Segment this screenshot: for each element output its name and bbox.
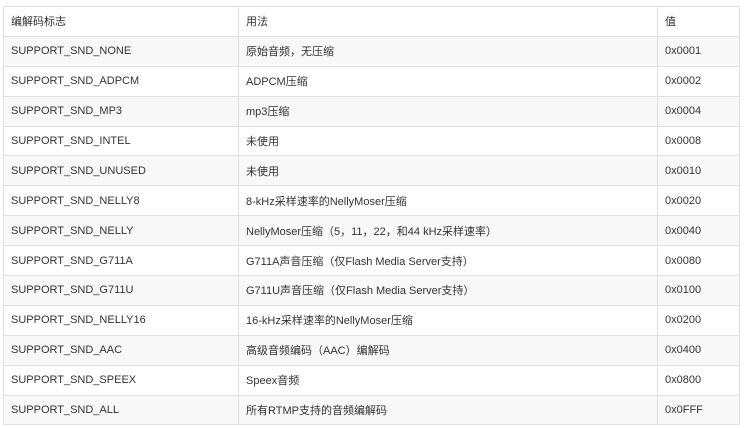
cell-usage: 16-kHz采样速率的NellyMoser压缩 <box>238 304 658 336</box>
cell-value: 0x0010 <box>657 155 740 187</box>
table-row: SUPPORT_SND_INTEL 未使用 0x0008 <box>3 125 740 157</box>
cell-value: 0x0200 <box>657 304 740 336</box>
header-codec-flag: 编解码标志 <box>3 6 239 37</box>
cell-usage: NellyMoser压缩（5，11，22，和44 kHz采样速率） <box>238 215 658 247</box>
cell-codec-flag: SUPPORT_SND_SPEEX <box>3 364 239 396</box>
cell-usage: 8-kHz采样速率的NellyMoser压缩 <box>238 185 658 217</box>
table-row: SUPPORT_SND_G711A G711A声音压缩（仅Flash Media … <box>3 245 740 277</box>
cell-codec-flag: SUPPORT_SND_MP3 <box>3 95 239 127</box>
cell-value: 0x0080 <box>657 245 740 277</box>
header-value: 值 <box>657 6 740 37</box>
table-row: SUPPORT_SND_NELLY16 16-kHz采样速率的NellyMoser… <box>3 304 740 336</box>
cell-usage: 未使用 <box>238 155 658 187</box>
table-row: SUPPORT_SND_NELLY8 8-kHz采样速率的NellyMoser压缩… <box>3 185 740 217</box>
cell-value: 0x0FFF <box>657 394 740 426</box>
table-row: SUPPORT_SND_G711U G711U声音压缩（仅Flash Media … <box>3 275 740 306</box>
audio-codec-table: 编解码标志 用法 值 SUPPORT_SND_NONE 原始音频，无压缩 0x000… <box>3 6 740 426</box>
cell-value: 0x0001 <box>657 35 740 67</box>
cell-value: 0x0002 <box>657 65 740 97</box>
cell-value: 0x0400 <box>657 334 740 366</box>
cell-usage: 所有RTMP支持的音频编解码 <box>238 394 658 426</box>
table-row: SUPPORT_SND_UNUSED 未使用 0x0010 <box>3 155 740 187</box>
cell-usage: G711A声音压缩（仅Flash Media Server支持） <box>238 245 658 277</box>
cell-codec-flag: SUPPORT_SND_ALL <box>3 394 239 426</box>
cell-value: 0x0040 <box>657 215 740 247</box>
cell-codec-flag: SUPPORT_SND_NONE <box>3 35 239 67</box>
header-usage: 用法 <box>238 6 658 37</box>
table-row: SUPPORT_SND_MP3 mp3压缩 0x0004 <box>3 95 740 127</box>
cell-codec-flag: SUPPORT_SND_NELLY <box>3 215 239 247</box>
cell-value: 0x0004 <box>657 95 740 127</box>
cell-usage: ADPCM压缩 <box>238 65 658 97</box>
cell-codec-flag: SUPPORT_SND_G711U <box>3 275 239 306</box>
cell-codec-flag: SUPPORT_SND_AAC <box>3 334 239 366</box>
cell-usage: Speex音频 <box>238 364 658 396</box>
cell-codec-flag: SUPPORT_SND_G711A <box>3 245 239 277</box>
cell-codec-flag: SUPPORT_SND_ADPCM <box>3 65 239 97</box>
cell-usage: mp3压缩 <box>238 95 658 127</box>
cell-value: 0x0100 <box>657 275 740 306</box>
table-row: SUPPORT_SND_ALL 所有RTMP支持的音频编解码 0x0FFF <box>3 394 740 426</box>
table-row: SUPPORT_SND_AAC 高级音频编码（AAC）编解码 0x0400 <box>3 334 740 366</box>
table-row: SUPPORT_SND_NELLY NellyMoser压缩（5，11，22，和4… <box>3 215 740 247</box>
cell-value: 0x0800 <box>657 364 740 396</box>
cell-codec-flag: SUPPORT_SND_NELLY8 <box>3 185 239 217</box>
cell-usage: 未使用 <box>238 125 658 157</box>
table-row: SUPPORT_SND_NONE 原始音频，无压缩 0x0001 <box>3 35 740 67</box>
cell-value: 0x0008 <box>657 125 740 157</box>
cell-usage: G711U声音压缩（仅Flash Media Server支持） <box>238 275 658 306</box>
cell-value: 0x0020 <box>657 185 740 217</box>
cell-codec-flag: SUPPORT_SND_NELLY16 <box>3 304 239 336</box>
cell-usage: 高级音频编码（AAC）编解码 <box>238 334 658 366</box>
table-row: SUPPORT_SND_SPEEX Speex音频 0x0800 <box>3 364 740 396</box>
table-row: SUPPORT_SND_ADPCM ADPCM压缩 0x0002 <box>3 65 740 97</box>
cell-codec-flag: SUPPORT_SND_INTEL <box>3 125 239 157</box>
cell-codec-flag: SUPPORT_SND_UNUSED <box>3 155 239 187</box>
cell-usage: 原始音频，无压缩 <box>238 35 658 67</box>
table-header-row: 编解码标志 用法 值 <box>3 6 740 37</box>
